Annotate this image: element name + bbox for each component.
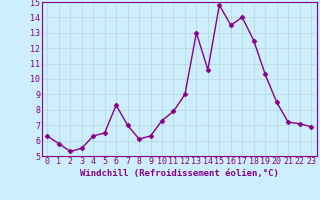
X-axis label: Windchill (Refroidissement éolien,°C): Windchill (Refroidissement éolien,°C) xyxy=(80,169,279,178)
